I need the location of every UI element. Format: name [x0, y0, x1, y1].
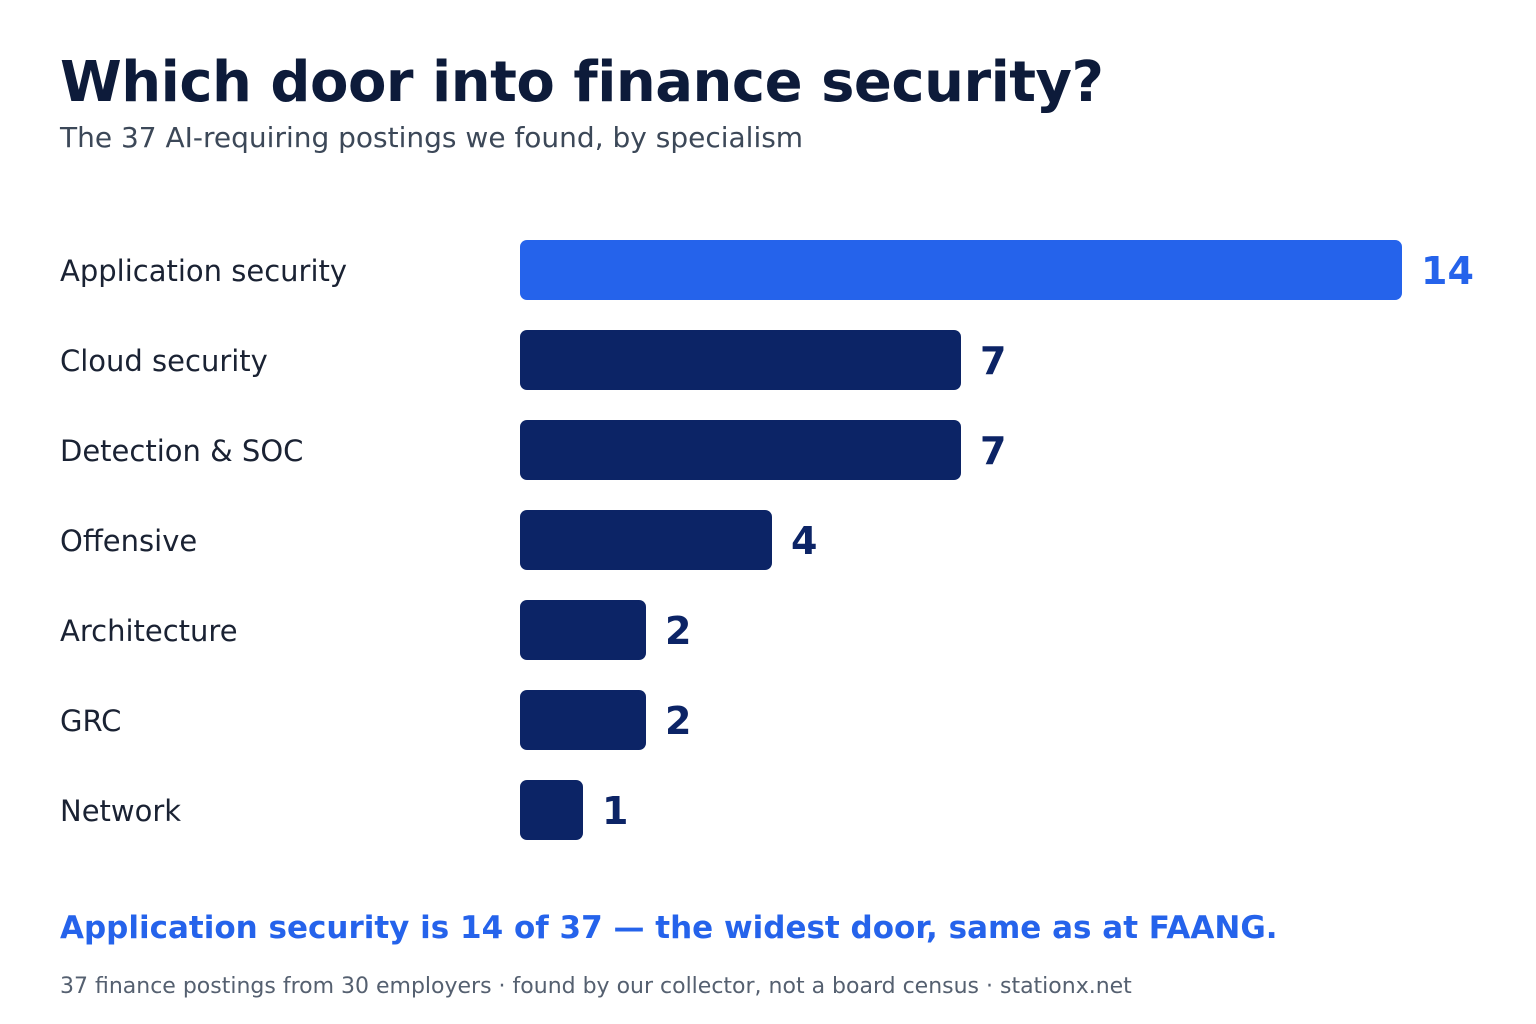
bar-grc [520, 690, 646, 750]
bar-application-security [520, 240, 1402, 300]
bar-cloud-security [520, 330, 961, 390]
category-label-architecture: Architecture [60, 614, 238, 648]
value-label-architecture: 2 [665, 609, 691, 653]
chart-title: Which door into finance security? [60, 50, 1104, 115]
chart-takeaway: Application security is 14 of 37 — the w… [60, 910, 1278, 946]
chart-subtitle: The 37 AI-requiring postings we found, b… [60, 121, 804, 154]
category-label-cloud-security: Cloud security [60, 344, 268, 378]
value-label-cloud-security: 7 [980, 339, 1006, 383]
value-label-grc: 2 [665, 699, 691, 743]
category-label-detection-soc: Detection & SOC [60, 434, 303, 468]
value-label-offensive: 4 [791, 519, 817, 563]
category-label-offensive: Offensive [60, 524, 197, 558]
category-label-network: Network [60, 794, 181, 828]
value-label-application-security: 14 [1421, 249, 1474, 293]
value-label-detection-soc: 7 [980, 429, 1006, 473]
value-label-network: 1 [602, 789, 628, 833]
bar-architecture [520, 600, 646, 660]
bar-detection-soc [520, 420, 961, 480]
chart-source-note: 37 finance postings from 30 employers · … [60, 974, 1132, 999]
category-label-application-security: Application security [60, 254, 347, 288]
bar-offensive [520, 510, 772, 570]
category-label-grc: GRC [60, 704, 121, 738]
bar-network [520, 780, 583, 840]
